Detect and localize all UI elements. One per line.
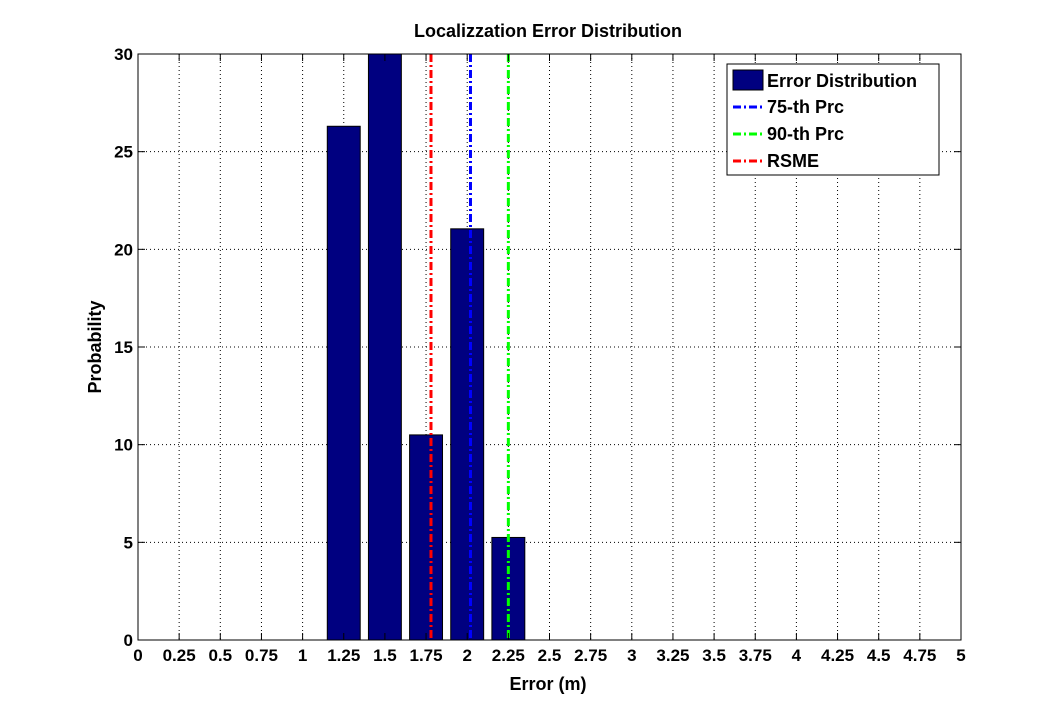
x-tick-label-3-5: 3.5	[702, 646, 726, 665]
x-tick-label-3-75: 3.75	[739, 646, 772, 665]
legend-swatch-error-distribution	[732, 69, 764, 91]
y-tick-label-5: 5	[124, 533, 133, 552]
x-tick-label-4: 4	[792, 646, 802, 665]
y-axis-label: Probability	[85, 300, 105, 393]
x-tick-label-2: 2	[462, 646, 471, 665]
x-tick-label-0-5: 0.5	[208, 646, 232, 665]
x-tick-label-0-25: 0.25	[163, 646, 196, 665]
y-tick-label-0: 0	[124, 631, 133, 650]
bars	[326, 53, 526, 641]
x-axis-label: Error (m)	[509, 674, 586, 694]
bar-1-25	[326, 125, 361, 641]
x-tick-label-4-75: 4.75	[903, 646, 936, 665]
y-tick-label-20: 20	[114, 240, 133, 259]
x-tick-label-1-75: 1.75	[410, 646, 443, 665]
x-tick-labels: 0 0.25 0.5 0.75 1 1.25 1.5 1.75 2 2.25 2.5 2.75 3 3.2…	[133, 646, 965, 665]
x-tick-label-0-75: 0.75	[245, 646, 278, 665]
x-tick-label-1-25: 1.25	[327, 646, 360, 665]
x-tick-label-2-75: 2.75	[574, 646, 607, 665]
x-tick-label-0: 0	[133, 646, 142, 665]
legend-label-90th-prc: 90-th Prc	[767, 124, 844, 144]
percentile-lines	[429, 54, 510, 640]
x-tick-label-2-25: 2.25	[492, 646, 525, 665]
x-tick-label-4-5: 4.5	[867, 646, 891, 665]
bar-2	[450, 228, 485, 641]
x-tick-label-3-25: 3.25	[656, 646, 689, 665]
bar-1-5	[367, 53, 402, 641]
x-tick-label-5: 5	[956, 646, 965, 665]
y-tick-label-25: 25	[114, 143, 133, 162]
x-tick-label-2-5: 2.5	[538, 646, 562, 665]
x-tick-label-1: 1	[298, 646, 307, 665]
x-tick-label-3: 3	[627, 646, 636, 665]
y-tick-labels: 0 5 10 15 20 25 30	[114, 45, 133, 650]
ticks	[137, 53, 962, 641]
legend-label-rsme: RSME	[767, 151, 819, 171]
y-tick-label-15: 15	[114, 338, 133, 357]
chart-title: Localizzation Error Distribution	[414, 21, 682, 41]
legend-label-75th-prc: 75-th Prc	[767, 97, 844, 117]
y-tick-label-30: 30	[114, 45, 133, 64]
legend-label-error-distribution: Error Distribution	[767, 71, 917, 91]
y-tick-label-10: 10	[114, 436, 133, 455]
x-tick-label-1-5: 1.5	[373, 646, 397, 665]
legend: Error Distribution 75-th Prc 90-th Prc R…	[726, 63, 940, 176]
x-tick-label-4-25: 4.25	[821, 646, 854, 665]
bar-1-75	[409, 434, 444, 641]
